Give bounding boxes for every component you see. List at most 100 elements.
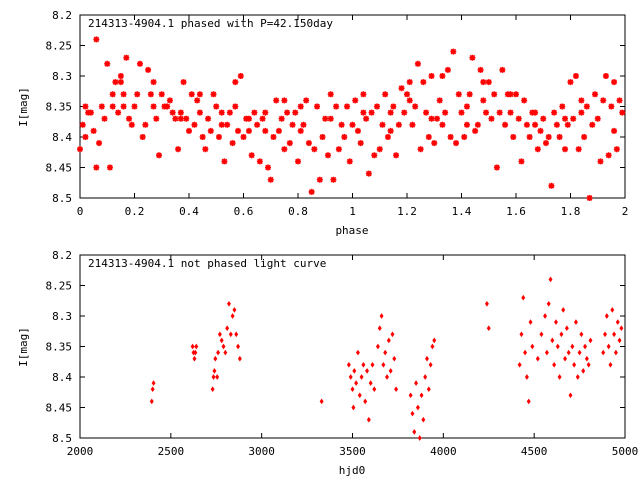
data-point — [575, 146, 582, 153]
data-point — [330, 176, 337, 183]
data-point — [196, 109, 203, 116]
data-point — [534, 146, 541, 153]
data-point — [126, 115, 133, 122]
data-point — [611, 79, 618, 86]
data-point — [292, 109, 299, 116]
data-point — [428, 361, 433, 368]
unphased-light-curve-panel: 2000 2500 3000 3500 4000 4500 5000 8.28.258.38… — [17, 249, 638, 477]
data-point — [404, 91, 410, 98]
data-point — [412, 103, 419, 110]
data-point — [218, 121, 225, 128]
data-point — [581, 368, 586, 374]
data-point — [507, 91, 514, 98]
data-point — [217, 331, 222, 338]
data-point — [149, 398, 154, 405]
data-point — [180, 79, 187, 86]
x-tick-label: 2500 — [158, 445, 185, 458]
data-point — [414, 380, 419, 386]
data-point — [210, 91, 217, 98]
data-point — [379, 121, 386, 128]
data-point — [98, 103, 105, 110]
data-point — [245, 127, 252, 134]
data-point — [360, 91, 367, 98]
data-point — [610, 307, 615, 313]
data-point — [408, 392, 413, 399]
data-point — [584, 355, 589, 362]
data-point — [601, 349, 606, 356]
data-point — [442, 109, 449, 116]
y-tick-label: 8.4 — [52, 131, 72, 144]
data-point — [216, 349, 221, 356]
data-point — [275, 127, 282, 134]
y-tick-label: 8.4 — [52, 371, 72, 384]
data-point — [96, 140, 103, 147]
data-point — [561, 307, 566, 313]
y-axis-ticks: 8.2 8.25 8.3 8.35 8.4 8.45 8.5 — [46, 249, 625, 445]
data-point — [311, 146, 318, 153]
data-point — [431, 140, 438, 147]
y-tick-label: 8.3 — [52, 310, 72, 323]
data-point — [535, 355, 540, 362]
data-point — [134, 91, 141, 98]
data-point — [537, 127, 544, 134]
data-point — [502, 121, 509, 128]
data-point — [395, 121, 402, 128]
data-point — [77, 146, 83, 153]
data-point — [430, 343, 435, 350]
data-point — [507, 109, 514, 116]
data-point — [570, 115, 577, 122]
data-point — [564, 121, 571, 128]
data-point — [589, 121, 596, 128]
data-point — [578, 97, 585, 104]
data-point — [423, 109, 430, 116]
data-point — [579, 331, 584, 338]
data-point — [177, 109, 184, 116]
data-point — [211, 374, 216, 380]
data-point — [82, 134, 89, 140]
x-tick-label: 1.8 — [561, 205, 581, 218]
data-point — [606, 343, 611, 350]
data-point — [521, 97, 528, 104]
data-point — [455, 91, 462, 98]
data-point — [333, 103, 340, 110]
data-point — [368, 380, 373, 386]
data-point — [613, 349, 618, 356]
data-point — [284, 109, 291, 116]
data-point — [232, 79, 239, 86]
data-point — [612, 331, 617, 338]
data-point — [295, 158, 301, 165]
data-point — [563, 355, 568, 362]
data-point — [544, 349, 549, 356]
data-point — [542, 140, 549, 147]
data-point — [433, 115, 440, 122]
data-point — [303, 97, 310, 104]
data-point — [348, 374, 353, 380]
y-tick-label: 8.35 — [46, 101, 73, 114]
data-point — [572, 73, 579, 79]
data-point — [273, 97, 280, 104]
y-tick-label: 8.3 — [52, 70, 72, 83]
data-point — [557, 374, 562, 380]
data-point — [101, 115, 108, 122]
y-axis-label: I[mag] — [17, 327, 30, 367]
data-point — [226, 300, 231, 307]
data-point — [466, 91, 473, 98]
data-point — [319, 398, 324, 405]
data-point — [499, 66, 506, 73]
data-point — [265, 164, 272, 171]
data-point — [289, 121, 296, 128]
data-point — [212, 368, 217, 374]
data-point — [386, 337, 391, 344]
data-point — [236, 343, 241, 350]
data-point — [486, 325, 491, 332]
data-point — [156, 152, 163, 159]
data-point — [619, 109, 626, 116]
data-point — [566, 349, 571, 356]
y-tick-label: 8.35 — [46, 341, 73, 354]
x-tick-label: 1.4 — [452, 205, 472, 218]
data-point — [382, 91, 389, 98]
data-point — [394, 386, 399, 393]
data-point — [539, 331, 544, 338]
data-point — [370, 361, 375, 368]
data-point — [251, 109, 258, 116]
